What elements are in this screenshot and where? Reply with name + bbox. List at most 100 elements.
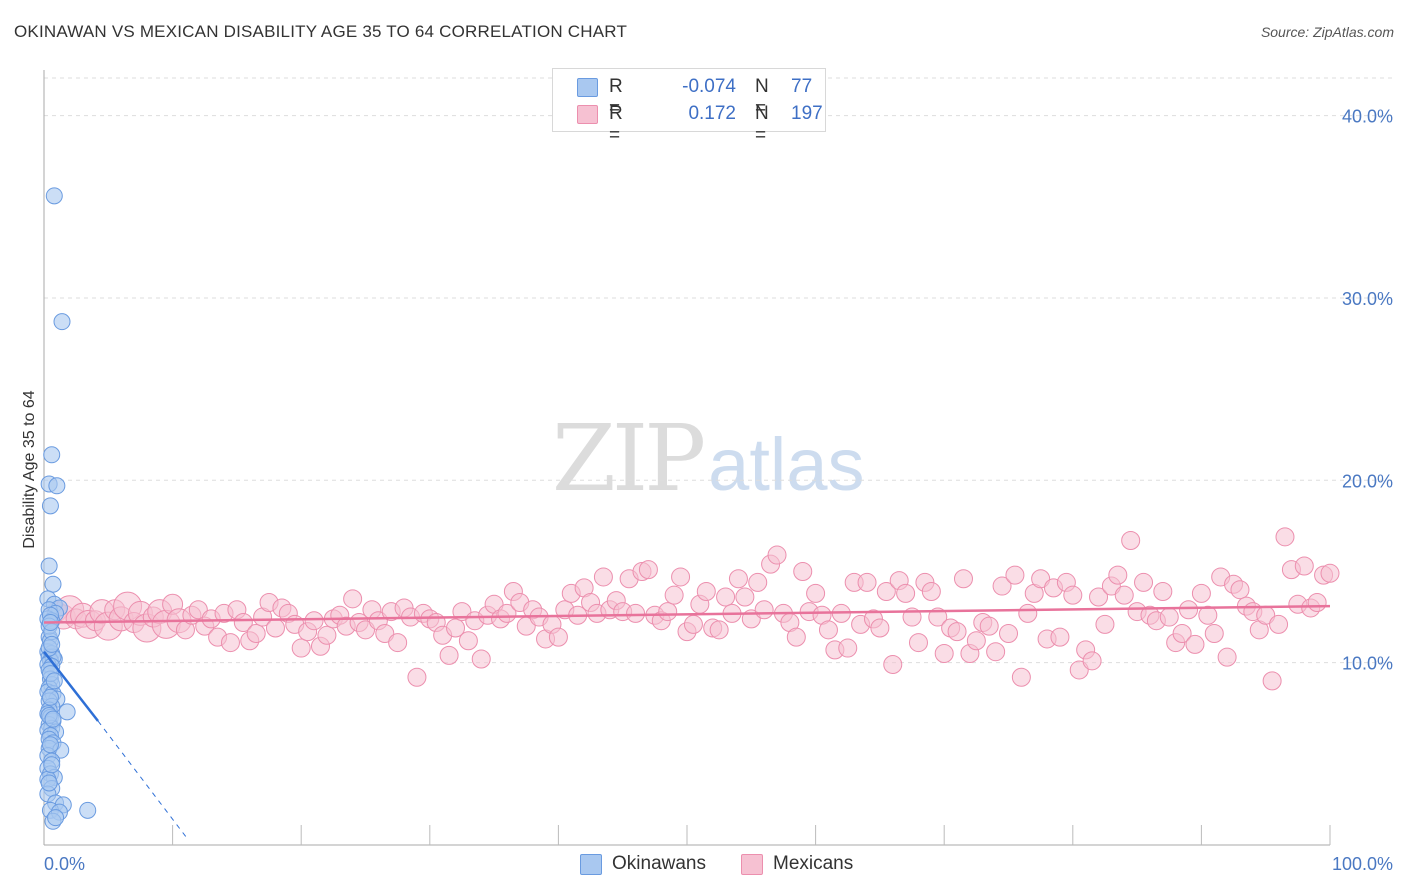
okinawans-point bbox=[44, 575, 62, 593]
okinawans-point bbox=[40, 774, 58, 792]
mexicans-point bbox=[992, 576, 1012, 596]
mexicans-point bbox=[317, 625, 337, 645]
correlation-legend: R = -0.074 N = 77 R = 0.172 N = 197 bbox=[552, 68, 826, 146]
mexicans-point bbox=[375, 623, 395, 643]
okinawans-point bbox=[53, 313, 71, 331]
mexicans-point bbox=[1217, 647, 1237, 667]
watermark-atlas: atlas bbox=[708, 423, 865, 506]
mexicans-point bbox=[1011, 667, 1031, 687]
okinawans-point bbox=[47, 809, 65, 827]
grid-lines bbox=[44, 77, 1392, 664]
mexicans-point bbox=[1089, 587, 1109, 607]
okinawans-point bbox=[44, 710, 62, 728]
y-tick-label: 20.0% bbox=[1342, 471, 1393, 491]
mexicans-point bbox=[343, 589, 363, 609]
mexicans-point bbox=[1121, 530, 1141, 550]
legend-n-label: N = bbox=[755, 76, 769, 119]
mexicans-point bbox=[1307, 592, 1327, 612]
x-tick-label-max: 100.0% bbox=[1332, 854, 1393, 874]
mexicans-point bbox=[1230, 580, 1250, 600]
mexicans-point bbox=[870, 618, 890, 638]
mexicans-point bbox=[696, 582, 716, 602]
mexicans-point bbox=[1005, 565, 1025, 585]
okinawans-point bbox=[40, 557, 58, 575]
mexicans-point bbox=[658, 602, 678, 622]
mexicans-point bbox=[304, 611, 324, 631]
mexicans-point bbox=[1204, 623, 1224, 643]
okinawans-points bbox=[39, 187, 97, 830]
mexicans-point bbox=[1198, 605, 1218, 625]
mexicans-point bbox=[407, 667, 427, 687]
mexicans-point bbox=[876, 582, 896, 602]
mexicans-point bbox=[709, 620, 729, 640]
mexicans-point bbox=[1320, 563, 1340, 583]
mexicans-point bbox=[1153, 582, 1173, 602]
y-tick-label: 30.0% bbox=[1342, 289, 1393, 309]
mexicans-point bbox=[439, 645, 459, 665]
mexicans-point bbox=[818, 620, 838, 640]
mexicans-point bbox=[953, 569, 973, 589]
mexicans-point bbox=[786, 627, 806, 647]
mexicans-point bbox=[1269, 614, 1289, 634]
x-tick-label-min: 0.0% bbox=[44, 854, 85, 874]
okinawans-legend-label: Okinawans bbox=[612, 853, 706, 874]
okinawans-point bbox=[41, 688, 59, 706]
mexicans-point bbox=[1018, 603, 1038, 623]
mexicans-point bbox=[921, 582, 941, 602]
mexicans-point bbox=[1069, 660, 1089, 680]
watermark-zip: ZIP bbox=[552, 405, 706, 512]
mexicans-point bbox=[446, 618, 466, 638]
okinawans-point bbox=[45, 672, 63, 690]
mexicans-point bbox=[1179, 600, 1199, 620]
mexicans-point bbox=[1191, 583, 1211, 603]
mexicans-point bbox=[1294, 556, 1314, 576]
mexicans-point bbox=[638, 560, 658, 580]
okinawans-trend-extension bbox=[97, 720, 189, 840]
mexicans-point bbox=[934, 644, 954, 664]
mexicans-point bbox=[1134, 572, 1154, 592]
mexicans-point bbox=[896, 583, 916, 603]
mexicans-point bbox=[838, 638, 858, 658]
mexicans-point bbox=[683, 614, 703, 634]
mexicans-point bbox=[1108, 565, 1128, 585]
mexicans-point bbox=[883, 654, 903, 674]
mexicans-legend-swatch bbox=[741, 854, 763, 875]
mexicans-point bbox=[728, 569, 748, 589]
mexicans-point bbox=[1114, 585, 1134, 605]
mexicans-trend-line bbox=[43, 604, 1331, 624]
mexicans-point bbox=[471, 649, 491, 669]
mexicans-point bbox=[1185, 634, 1205, 654]
y-axis-label: Disability Age 35 to 64 bbox=[21, 390, 38, 548]
mexicans-point bbox=[1275, 527, 1295, 547]
mexicans-point bbox=[1031, 569, 1051, 589]
mexicans-point bbox=[928, 607, 948, 627]
mexicans-point bbox=[388, 633, 408, 653]
axes bbox=[43, 70, 1331, 846]
mexicans-point bbox=[1159, 607, 1179, 627]
y-tick-label: 40.0% bbox=[1342, 107, 1393, 127]
mexicans-point bbox=[857, 572, 877, 592]
mexicans-point bbox=[735, 587, 755, 607]
legend-r-value: 0.172 bbox=[688, 103, 736, 124]
legend-n-value: 197 bbox=[791, 103, 823, 124]
okinawans-point bbox=[43, 446, 61, 464]
okinawans-point bbox=[43, 756, 61, 774]
mexicans-point bbox=[664, 585, 684, 605]
legend-n-value: 77 bbox=[791, 76, 813, 97]
legend-r-label: R = bbox=[609, 76, 623, 119]
okinawans-point bbox=[43, 635, 61, 653]
tick-labels: 10.0% 20.0% 30.0% 40.0% 0.0% 100.0% Disability… bbox=[21, 107, 1393, 874]
mexicans-point bbox=[671, 567, 691, 587]
okinawans-point bbox=[45, 187, 63, 205]
mexicans-point bbox=[754, 600, 774, 620]
mexicans-point bbox=[767, 545, 787, 565]
mexicans-point bbox=[748, 572, 768, 592]
mexicans-point bbox=[806, 583, 826, 603]
mexicans-point bbox=[548, 627, 568, 647]
trend-lines bbox=[43, 604, 1331, 840]
y-tick-label: 10.0% bbox=[1342, 654, 1393, 674]
legend-r-label: R = bbox=[609, 103, 623, 146]
mexicans-point bbox=[220, 633, 240, 653]
mexicans-point bbox=[793, 561, 813, 581]
